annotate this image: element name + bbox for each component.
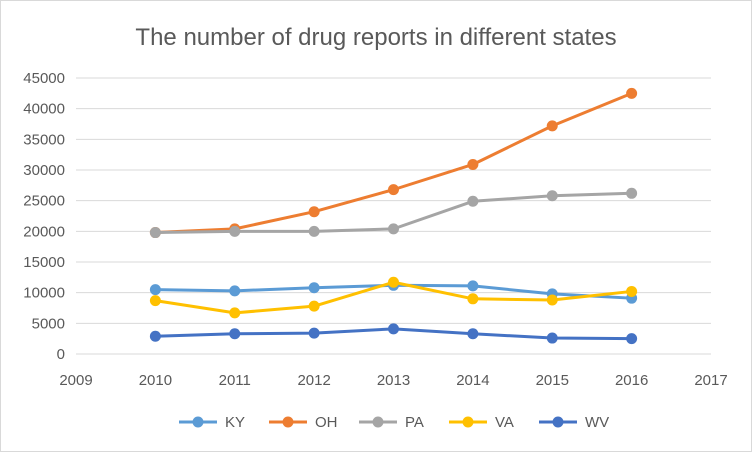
data-point-va <box>149 295 161 307</box>
data-point-va <box>467 293 479 305</box>
legend-swatch-marker <box>372 416 384 428</box>
data-point-pa <box>626 187 638 199</box>
data-point-pa <box>388 223 399 235</box>
data-point-wv <box>149 330 161 342</box>
x-tick-label: 2011 <box>219 372 251 389</box>
data-point-pa <box>229 225 241 237</box>
series-wv <box>149 323 638 345</box>
y-tick-label: 30000 <box>23 162 65 179</box>
series-oh <box>149 87 638 239</box>
legend-label: VA <box>495 414 514 431</box>
legend-label: OH <box>315 414 338 431</box>
data-point-wv <box>308 327 320 339</box>
legend-swatch-marker <box>462 416 474 428</box>
y-tick-label: 15000 <box>23 254 65 271</box>
chart-title: The number of drug reports in different … <box>135 24 616 51</box>
legend-item-pa: PA <box>359 414 424 431</box>
series-va <box>149 276 638 319</box>
legend-label: PA <box>405 414 424 431</box>
legend-label: KY <box>225 414 245 431</box>
x-tick-label: 2012 <box>297 372 330 389</box>
x-tick-label: 2016 <box>615 372 648 389</box>
data-point-ky <box>149 284 161 296</box>
y-tick-label: 40000 <box>23 101 65 118</box>
data-point-pa <box>149 227 161 239</box>
legend: KY OH PA VA WV <box>179 414 609 431</box>
data-point-va <box>308 300 320 312</box>
data-point-wv <box>388 323 399 335</box>
data-point-wv <box>229 328 241 340</box>
data-point-oh <box>388 184 399 196</box>
series-line-oh <box>153 91 634 235</box>
y-tick-label: 5000 <box>32 315 65 332</box>
legend-swatch-marker <box>552 416 564 428</box>
data-point-va <box>388 276 399 288</box>
data-point-oh <box>546 120 558 132</box>
x-tick-label: 2014 <box>456 372 489 389</box>
data-point-va <box>229 307 241 319</box>
legend-item-wv: WV <box>539 414 609 431</box>
x-tick-label: 2010 <box>139 372 172 389</box>
data-point-wv <box>546 332 558 344</box>
data-point-ky <box>229 285 241 297</box>
data-point-ky <box>308 282 320 294</box>
data-point-ky <box>467 280 479 292</box>
x-tick-label: 2013 <box>377 372 410 389</box>
data-point-pa <box>308 225 320 237</box>
legend-swatch-marker <box>192 416 204 428</box>
data-point-oh <box>308 206 320 218</box>
y-tick-label: 0 <box>57 346 65 363</box>
data-point-oh <box>626 87 638 99</box>
data-point-va <box>546 294 558 306</box>
legend-label: WV <box>585 414 609 431</box>
data-point-pa <box>467 195 479 207</box>
y-tick-label: 10000 <box>23 285 65 302</box>
data-point-wv <box>467 328 479 340</box>
legend-item-oh: OH <box>269 414 338 431</box>
y-tick-label: 45000 <box>23 70 65 87</box>
legend-item-va: VA <box>449 414 514 431</box>
y-tick-label: 35000 <box>23 131 65 148</box>
series-pa <box>149 187 638 239</box>
x-tick-label: 2015 <box>536 372 569 389</box>
data-point-wv <box>626 333 638 345</box>
legend-item-ky: KY <box>179 414 245 431</box>
data-point-pa <box>546 190 558 202</box>
axes: 0 5000 10000 15000 20000 25000 30000 35000 40000… <box>23 70 727 389</box>
series-lines <box>149 87 638 345</box>
data-point-oh <box>467 158 479 170</box>
legend-swatch-marker <box>282 416 294 428</box>
y-tick-label: 20000 <box>23 223 65 240</box>
y-tick-label: 25000 <box>23 193 65 210</box>
x-tick-label: 2009 <box>59 372 92 389</box>
data-point-va <box>626 285 638 297</box>
x-tick-label: 2017 <box>694 372 727 389</box>
